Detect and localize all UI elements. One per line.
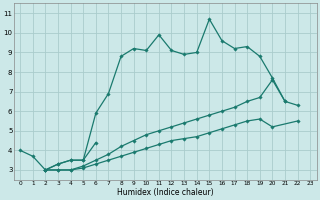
X-axis label: Humidex (Indice chaleur): Humidex (Indice chaleur): [117, 188, 213, 197]
